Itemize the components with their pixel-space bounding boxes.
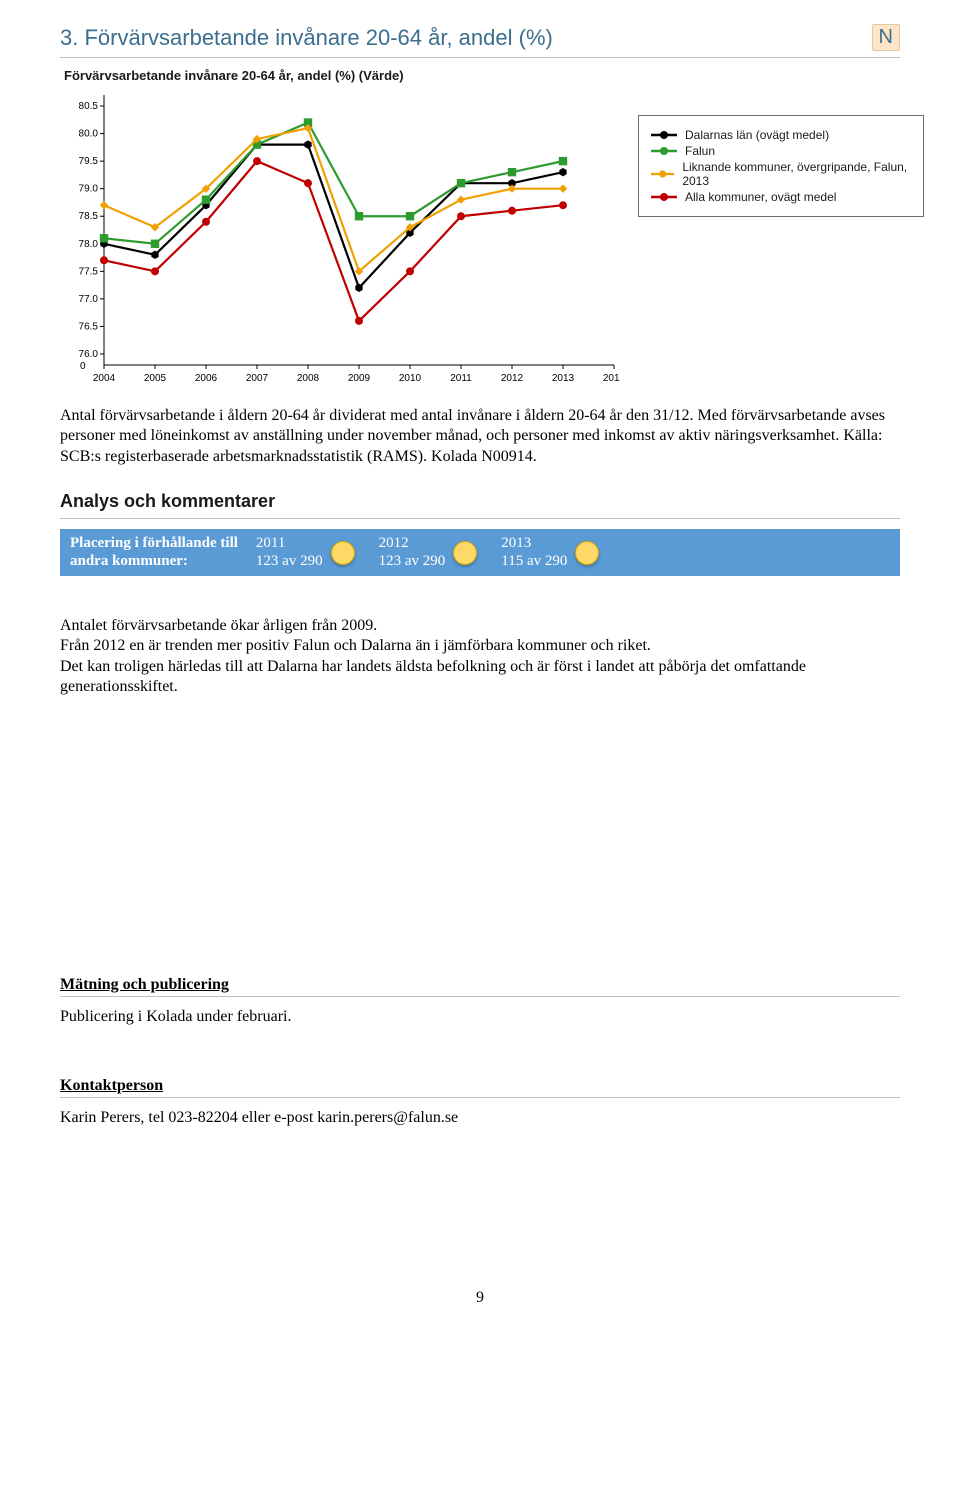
svg-text:79.0: 79.0 [79,184,99,195]
svg-text:2013: 2013 [552,373,575,384]
legend-swatch-icon [651,167,674,181]
section-heading: 3. Förvärvsarbetande invånare 20-64 år, … [60,24,900,51]
svg-text:2008: 2008 [297,373,320,384]
legend-swatch-icon [651,128,677,142]
legend-item: Liknande kommuner, övergripande, Falun, … [651,160,911,188]
svg-text:76.0: 76.0 [79,349,99,360]
legend-label: Falun [685,144,715,158]
svg-text:2014: 2014 [603,373,620,384]
svg-text:77.0: 77.0 [79,294,99,305]
svg-text:77.5: 77.5 [79,266,99,277]
analysis-body: Antalet förvärvsarbetande ökar årligen f… [60,616,900,698]
line-chart: 76.0 76.5 77.0 77.5 78.0 78.5 79.0 79.5 80.0 80.5… [60,89,620,389]
svg-text:2011: 2011 [450,373,472,384]
legend-label: Dalarnas län (ovägt medel) [685,128,829,142]
contact-heading: Kontaktperson [60,1077,900,1095]
measurement-body: Publicering i Kolada under februari. [60,1007,900,1027]
svg-text:78.0: 78.0 [79,239,99,250]
svg-text:2005: 2005 [144,373,167,384]
spacer [60,1037,900,1067]
svg-text:78.5: 78.5 [79,211,99,222]
svg-text:2006: 2006 [195,373,218,384]
svg-text:2004: 2004 [93,373,116,384]
svg-text:80.5: 80.5 [79,101,99,112]
svg-text:2012: 2012 [501,373,524,384]
legend-swatch-icon [651,190,677,204]
svg-text:79.5: 79.5 [79,156,99,167]
svg-text:2010: 2010 [399,373,422,384]
divider [60,996,900,997]
section-title: 3. Förvärvsarbetande invånare 20-64 år, … [60,25,553,51]
ranking-year: 2013115 av 290 [501,535,599,570]
ranking-year: 2011123 av 290 [256,535,355,570]
svg-text:80.0: 80.0 [79,129,99,140]
chart-area: 76.0 76.5 77.0 77.5 78.0 78.5 79.0 79.5 80.0 80.5… [60,89,620,394]
page-number: 9 [60,1289,900,1307]
chart-wrap: 76.0 76.5 77.0 77.5 78.0 78.5 79.0 79.5 80.0 80.5… [60,89,900,394]
status-dot-icon [575,541,599,565]
svg-text:2007: 2007 [246,373,269,384]
svg-text:76.5: 76.5 [79,321,99,332]
divider [60,518,900,519]
legend-label: Alla kommuner, ovägt medel [685,190,836,204]
legend-item: Dalarnas län (ovägt medel) [651,128,911,142]
ranking-label: Placering i förhållande tillandra kommun… [70,535,250,570]
n-badge: N [872,24,900,51]
divider [60,1097,900,1098]
legend: Dalarnas län (ovägt medel) Falun Liknande … [638,115,924,217]
svg-text:0: 0 [80,361,86,372]
ranking-year: 2012123 av 290 [379,535,478,570]
document-page: 3. Förvärvsarbetande invånare 20-64 år, … [0,0,960,1347]
ranking-bar: Placering i förhållande tillandra kommun… [60,529,900,576]
legend-label: Liknande kommuner, övergripande, Falun, … [682,160,911,188]
measurement-heading: Mätning och publicering [60,976,900,994]
svg-text:2009: 2009 [348,373,371,384]
description-text: Antal förvärvsarbetande i åldern 20-64 å… [60,406,900,467]
contact-body: Karin Perers, tel 023-82204 eller e-post… [60,1108,900,1128]
analysis-heading: Analys och kommentarer [60,491,900,512]
legend-item: Alla kommuner, ovägt medel [651,190,911,204]
legend-swatch-icon [651,144,677,158]
spacer [60,708,900,928]
chart-title: Förvärvsarbetande invånare 20-64 år, and… [64,68,900,83]
legend-item: Falun [651,144,911,158]
status-dot-icon [331,541,355,565]
divider [60,57,900,58]
status-dot-icon [453,541,477,565]
